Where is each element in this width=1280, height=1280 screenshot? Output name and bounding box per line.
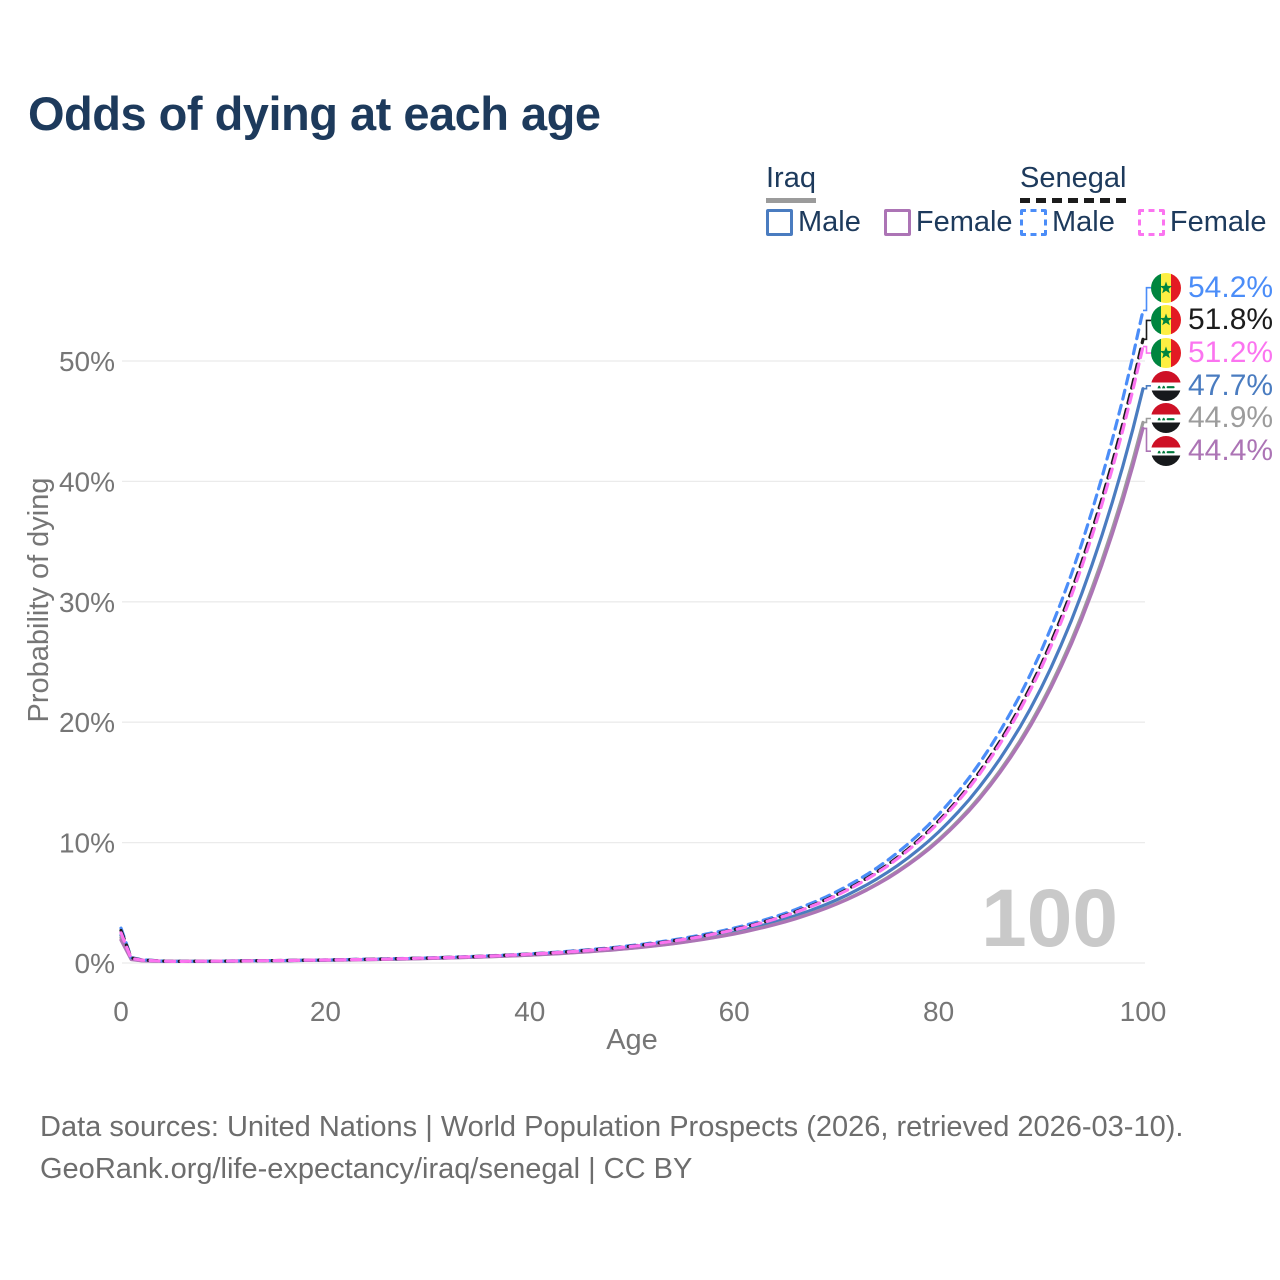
x-tick-label-20: 20 bbox=[310, 996, 341, 1027]
legend-item-senegal-female[interactable]: Female bbox=[1137, 206, 1267, 238]
data-sources-line: Data sources: United Nations | World Pop… bbox=[40, 1111, 1184, 1143]
legend-label-iraq-male: Male bbox=[798, 206, 861, 238]
attribution-line: GeoRank.org/life-expectancy/iraq/senegal… bbox=[40, 1153, 693, 1186]
legend-group-iraq: Iraq Male Female bbox=[766, 162, 1013, 238]
x-tick-label-60: 60 bbox=[719, 996, 750, 1027]
y-tick-label-0: 0% bbox=[75, 948, 115, 979]
legend-item-senegal-male[interactable]: Male bbox=[1020, 206, 1115, 238]
series-line-senegal-female[interactable] bbox=[119, 345, 1145, 963]
end-label-connector-3 bbox=[1143, 385, 1151, 390]
y-tick-label-10: 10% bbox=[59, 828, 115, 859]
end-label-connector-2 bbox=[1143, 345, 1151, 354]
legend-swatch-senegal-male[interactable] bbox=[1020, 209, 1047, 236]
age-watermark: 100 bbox=[981, 873, 1118, 964]
legend-label-iraq-female: Female bbox=[915, 206, 1013, 238]
y-tick-label-20: 20% bbox=[59, 707, 115, 738]
x-tick-label-100: 100 bbox=[1120, 996, 1167, 1027]
end-label-connector-4 bbox=[1143, 417, 1151, 424]
y-axis-title: Probability of dying bbox=[23, 477, 55, 722]
end-label-connector-1 bbox=[1143, 319, 1151, 341]
legend-item-iraq-male[interactable]: Male bbox=[766, 206, 861, 238]
legend-group-senegal: Senegal Male Female bbox=[1020, 162, 1267, 238]
y-tick-label-50: 50% bbox=[59, 346, 115, 377]
chart-title: Odds of dying at each age bbox=[28, 87, 601, 140]
legend-label-senegal-female: Female bbox=[1169, 206, 1267, 238]
legend-item-iraq-female[interactable]: Female bbox=[883, 206, 1013, 238]
legend-label-senegal-male: Male bbox=[1052, 206, 1115, 238]
y-tick-label-30: 30% bbox=[59, 587, 115, 618]
x-tick-label-80: 80 bbox=[923, 996, 954, 1027]
end-label-connector-0 bbox=[1143, 286, 1151, 312]
legend-swatch-senegal-female[interactable] bbox=[1137, 209, 1165, 236]
x-tick-label-0: 0 bbox=[113, 996, 129, 1027]
end-label-connector-5 bbox=[1143, 427, 1151, 452]
legend-country-senegal[interactable]: Senegal bbox=[1020, 162, 1127, 203]
legend-swatch-iraq-male[interactable] bbox=[766, 209, 793, 236]
x-axis-title: Age bbox=[606, 1024, 658, 1056]
legend-swatch-iraq-female[interactable] bbox=[883, 209, 911, 236]
x-tick-label-40: 40 bbox=[514, 996, 545, 1027]
legend-country-iraq[interactable]: Iraq bbox=[766, 162, 816, 203]
y-tick-label-40: 40% bbox=[59, 466, 115, 497]
series-line-senegal-male[interactable] bbox=[119, 308, 1145, 963]
footer: Data sources: United Nations | World Pop… bbox=[40, 1106, 1183, 1190]
series-line-senegal[interactable] bbox=[119, 337, 1145, 963]
